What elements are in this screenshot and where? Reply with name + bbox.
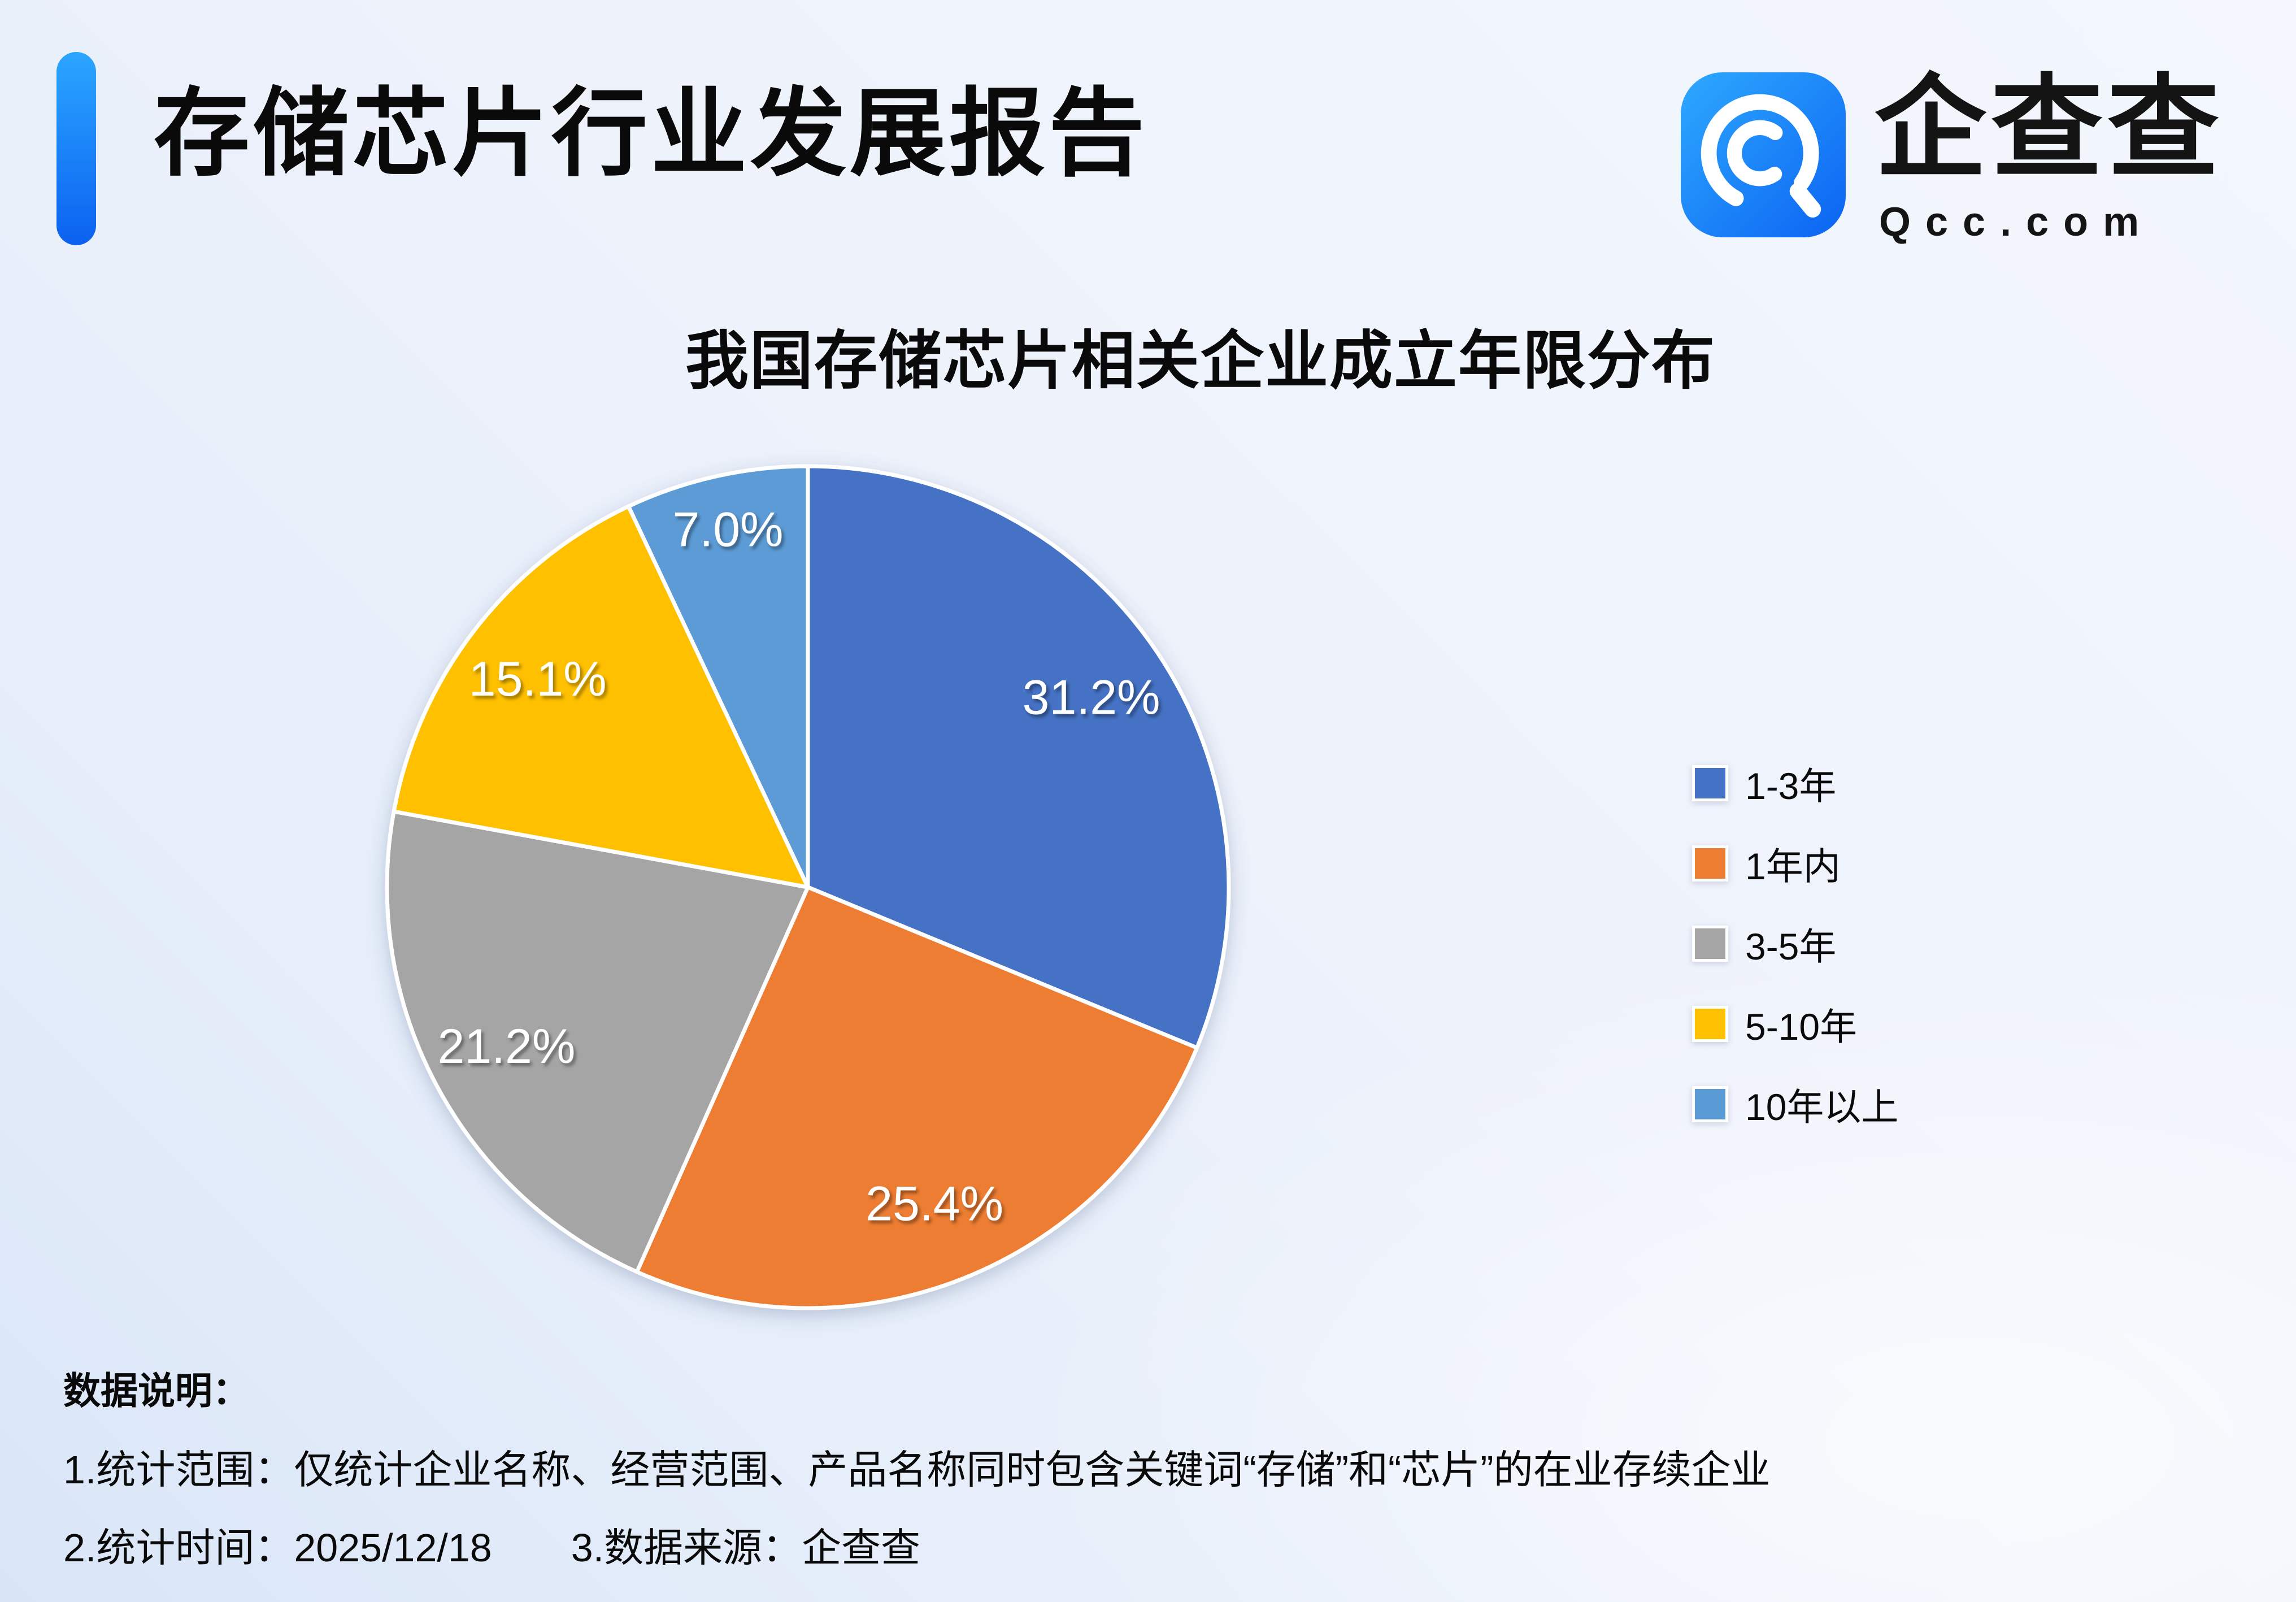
qcc-brand-domain: Qcc.com bbox=[1879, 199, 2154, 245]
legend-swatch-icon bbox=[1692, 1006, 1728, 1042]
legend-swatch-icon bbox=[1692, 845, 1728, 882]
pie-slice-1年内 bbox=[634, 885, 1199, 1310]
footer-heading: 数据说明： bbox=[63, 1370, 250, 1412]
legend-item-5-10年: 5-10年 bbox=[1692, 1006, 1898, 1048]
legend-swatch-icon bbox=[1692, 1086, 1728, 1122]
pie-slice-5-10年 bbox=[392, 504, 810, 889]
legend-label: 1年内 bbox=[1745, 845, 1841, 887]
legend-label: 5-10年 bbox=[1745, 1006, 1858, 1048]
chart-legend: 1-3年 1年内 3-5年 5-10年 10年以上 bbox=[1692, 765, 1898, 1166]
title-accent-bar bbox=[56, 52, 96, 245]
pie-data-label: 21.2% bbox=[437, 1019, 575, 1074]
legend-item-1年内: 1年内 bbox=[1692, 845, 1898, 887]
pie-data-label: 7.0% bbox=[672, 503, 783, 557]
qcc-logo-icon bbox=[1681, 72, 1846, 237]
legend-label: 10年以上 bbox=[1745, 1086, 1899, 1128]
pie-slice-10年以上 bbox=[627, 464, 810, 889]
pie-data-label: 31.2% bbox=[1023, 670, 1160, 724]
legend-label: 1-3年 bbox=[1745, 765, 1837, 807]
footer-note-scope: 1.统计范围：仅统计企业名称、经营范围、产品名称同时包含关键词“存储”和“芯片”… bbox=[63, 1448, 1771, 1492]
legend-swatch-icon bbox=[1692, 765, 1728, 801]
pie-data-label: 25.4% bbox=[866, 1176, 1003, 1231]
legend-item-1-3年: 1-3年 bbox=[1692, 765, 1898, 807]
legend-label: 3-5年 bbox=[1745, 926, 1837, 967]
pie-slice-1-3年 bbox=[806, 464, 1231, 1050]
legend-swatch-icon bbox=[1692, 926, 1728, 962]
footer-note-date-source: 2.统计时间：2025/12/18 3.数据来源：企查查 bbox=[63, 1526, 921, 1570]
pie-chart: 31.2% 25.4% 21.2% 15.1% 7.0% bbox=[385, 464, 1231, 1310]
qcc-brand-name: 企查查 bbox=[1875, 66, 2224, 190]
legend-item-10年以上: 10年以上 bbox=[1692, 1086, 1898, 1128]
qcc-logo-glyph bbox=[1701, 94, 1821, 218]
page-title: 存储芯片行业发展报告 bbox=[154, 80, 1149, 188]
pie-slice-3-5年 bbox=[385, 809, 810, 1274]
legend-item-3-5年: 3-5年 bbox=[1692, 926, 1898, 967]
chart-title: 我国存储芯片相关企业成立年限分布 bbox=[685, 325, 1716, 396]
pie-data-label: 15.1% bbox=[469, 652, 607, 706]
